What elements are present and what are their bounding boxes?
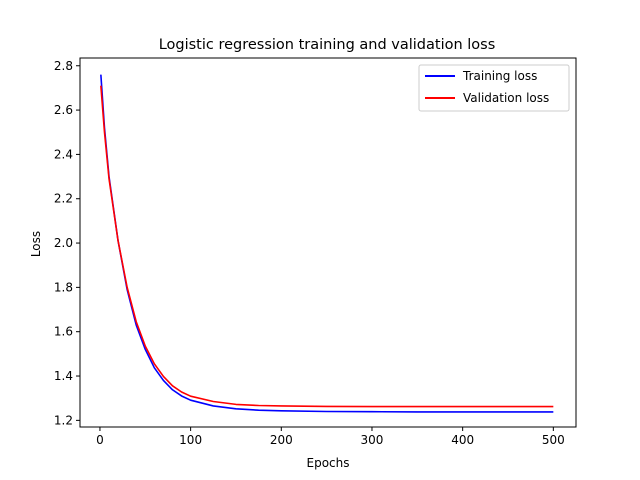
x-tick-label: 200: [270, 433, 293, 447]
plot-area: [79, 57, 577, 428]
y-tick-label: 2.4: [54, 147, 73, 161]
y-tick-label: 2.0: [54, 236, 73, 250]
axis-ticks: 0 100 200 300 400 500 1.2 1.4 1.6 1.8 2.0 2.2 2.4 2.6…: [54, 59, 565, 447]
legend-box: [418, 64, 570, 112]
x-tick-label: 400: [451, 433, 474, 447]
y-tick-label: 2.6: [54, 103, 73, 117]
plot-frame: [79, 57, 577, 428]
x-axis-label: Epochs: [307, 456, 350, 470]
legend: Training loss Validation loss: [418, 64, 570, 112]
y-tick-label: 1.6: [54, 325, 73, 339]
y-axis-label: Loss: [29, 231, 43, 257]
y-tick-label: 2.8: [54, 59, 73, 73]
x-tick-label: 100: [179, 433, 202, 447]
x-tick-label: 300: [361, 433, 384, 447]
y-tick-label: 1.4: [54, 369, 73, 383]
y-tick-label: 1.2: [54, 413, 73, 427]
validation-loss-line: [100, 85, 554, 408]
series-lines: [100, 74, 554, 413]
legend-label-validation-loss: Validation loss: [463, 91, 549, 105]
y-tick-label: 1.8: [54, 280, 73, 294]
legend-label-training-loss: Training loss: [462, 69, 537, 83]
y-tick-label: 2.2: [54, 192, 73, 206]
chart-title: Logistic regression training and validat…: [159, 37, 496, 53]
x-tick-label: 0: [96, 433, 104, 447]
x-tick-label: 500: [542, 433, 565, 447]
